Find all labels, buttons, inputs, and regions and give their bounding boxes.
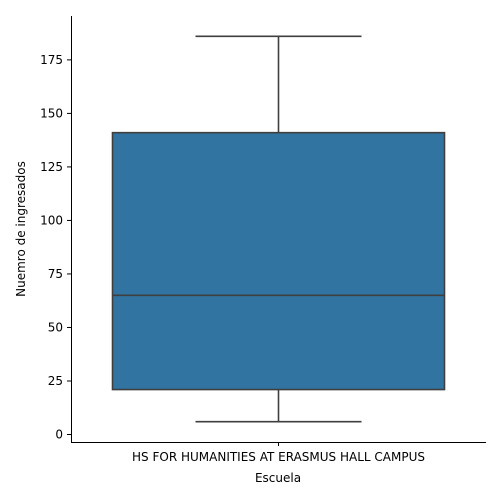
y-tick-label: 175 (40, 53, 63, 67)
y-axis-ticks: 0 25 50 75 100 125 150 175 (40, 53, 71, 442)
y-tick-label: 0 (55, 428, 63, 442)
y-tick-label: 100 (40, 213, 63, 227)
box-iqr (111, 131, 446, 391)
x-axis-label: Escuela (255, 471, 301, 485)
y-tick-label: 75 (48, 267, 63, 281)
y-tick-label: 50 (48, 320, 63, 334)
y-tick-label: 25 (48, 374, 63, 388)
y-tick-label: 125 (40, 160, 63, 174)
y-tick-label: 150 (40, 106, 63, 120)
plot-area (111, 35, 446, 423)
x-axis-ticks: HS FOR HUMANITIES AT ERASMUS HALL CAMPUS (132, 442, 425, 464)
x-tick-label: HS FOR HUMANITIES AT ERASMUS HALL CAMPUS (132, 450, 425, 464)
y-axis-label: Nuemro de ingresados (14, 161, 28, 297)
